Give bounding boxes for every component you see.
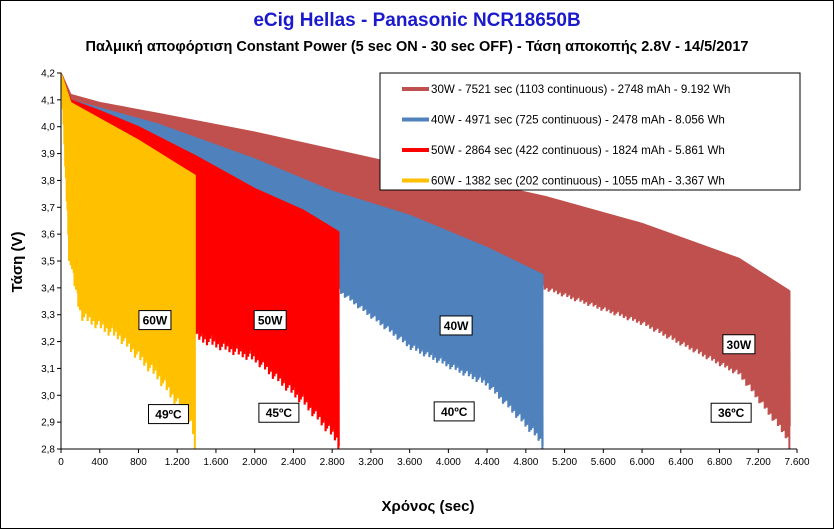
y-tick-label: 3,8	[41, 176, 55, 187]
axes-layer: 2,8 2,9 3,0 3,1 3,2 3,3 3,4 3,5 3,6 3,7 3,8 3,9 4,0 4…	[41, 69, 810, 469]
x-tick-label: 7.200	[746, 457, 771, 468]
x-tick-label: 5.200	[552, 457, 577, 468]
annotation-label: 40ºC	[441, 405, 468, 419]
x-tick-label: 1.600	[203, 457, 228, 468]
x-tick-label: 3.600	[397, 457, 422, 468]
annotation-box	[147, 404, 189, 425]
chart-subtitle: Παλμική αποφόρτιση Constant Power (5 sec…	[85, 39, 749, 55]
annotation: 40W	[439, 315, 473, 336]
x-tick-label: 400	[91, 457, 108, 468]
y-tick-label: 3,1	[41, 364, 55, 375]
y-tick-label: 3,9	[41, 149, 55, 160]
x-tick-label: 6.800	[707, 457, 732, 468]
annotation-label: 49ºC	[155, 408, 182, 422]
x-tick-label: 3.200	[358, 457, 383, 468]
annotation: 60W	[138, 310, 172, 331]
annotation-label: 50W	[258, 314, 283, 328]
y-tick-label: 3,3	[41, 310, 55, 321]
x-tick-label: 6.000	[630, 457, 655, 468]
x-tick-label: 2.000	[242, 457, 267, 468]
chart-title: eCig Hellas - Panasonic NCR18650B	[253, 10, 581, 31]
x-tick-label: 4.800	[513, 457, 538, 468]
annotations: 60W 50W 40W 30W 49ºC 45ºC 40ºC 36ºC	[138, 310, 756, 425]
legend-box	[379, 72, 801, 191]
x-tick-label: 4.400	[475, 457, 500, 468]
annotation: 30W	[722, 334, 756, 355]
annotation-label: 36ºC	[718, 406, 745, 420]
x-tick-label: 2.400	[281, 457, 306, 468]
legend-entry: 50W - 2864 sec (422 continuous) - 1824 m…	[431, 144, 725, 157]
legend-entry: 30W - 7521 sec (1103 continuous) - 2748 …	[431, 83, 730, 96]
series-4-envelope	[60, 72, 196, 176]
y-tick-label: 3,6	[41, 230, 55, 241]
annotation: 50W	[253, 310, 287, 331]
y-tick-label: 4,1	[41, 95, 55, 106]
y-tick-label: 3,7	[41, 203, 55, 214]
x-tick-label: 7.600	[784, 457, 809, 468]
annotation-box	[258, 402, 300, 423]
annotation-box	[710, 402, 752, 423]
annotation-label: 60W	[143, 314, 168, 328]
annotation-label: 30W	[727, 338, 752, 352]
series-2-envelope	[60, 72, 543, 275]
annotation: 36ºC	[710, 402, 752, 423]
annotation-label: 40W	[444, 319, 469, 333]
x-tick-label: 4.000	[436, 457, 461, 468]
y-tick-label: 4,2	[41, 69, 55, 80]
annotation-box	[722, 334, 756, 355]
annotation: 45ºC	[258, 402, 300, 423]
annotation: 49ºC	[147, 404, 189, 425]
annotation-box	[433, 401, 475, 422]
series-1-envelope	[60, 72, 790, 292]
legend-entry: 60W - 1382 sec (202 continuous) - 1055 m…	[431, 175, 725, 188]
x-tick-label: 5.600	[591, 457, 616, 468]
y-tick-label: 3,4	[41, 283, 55, 294]
x-tick-label: 0	[58, 457, 64, 468]
x-tick-label: 2.800	[320, 457, 345, 468]
y-tick-label: 4,0	[41, 122, 55, 133]
y-tick-label: 2,9	[41, 418, 55, 429]
x-axis-title: Χρόνος (sec)	[382, 498, 475, 515]
y-tick-label: 3,0	[41, 391, 55, 402]
annotation-label: 45ºC	[266, 406, 293, 420]
y-axis-title: Τάση (V)	[9, 232, 26, 293]
y-tick-label: 2,8	[41, 445, 55, 456]
annotation-box	[253, 310, 287, 331]
y-tick-label: 3,5	[41, 257, 55, 268]
x-tick-label: 1.200	[165, 457, 190, 468]
annotation: 40ºC	[433, 401, 475, 422]
x-tick-label: 6.400	[668, 457, 693, 468]
legend: 30W - 7521 sec (1103 continuous) - 2748 …	[379, 72, 801, 191]
series-3-envelope	[60, 72, 339, 233]
annotation-box	[138, 310, 172, 331]
legend-entry: 40W - 4971 sec (725 continuous) - 2478 m…	[431, 114, 725, 127]
annotation-box	[439, 315, 473, 336]
x-tick-label: 800	[130, 457, 147, 468]
y-tick-label: 3,2	[41, 337, 55, 348]
